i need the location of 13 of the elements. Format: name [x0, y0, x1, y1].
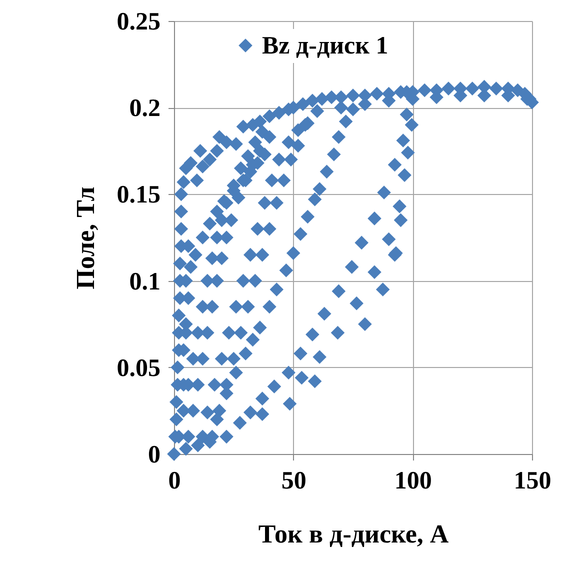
x-tick-label: 50: [281, 468, 306, 494]
y-tick-label: 0.15: [116, 182, 160, 209]
y-tick-label: 0.25: [116, 8, 160, 36]
x-axis-title: Ток в д-диске, А: [258, 520, 449, 548]
x-tick-label: 150: [514, 468, 552, 494]
y-tick-label: 0.2: [129, 95, 160, 122]
x-tick-label: 100: [394, 468, 432, 494]
y-tick-label: 0: [148, 442, 160, 468]
y-tick-label: 0.05: [116, 354, 160, 382]
x-tick-label: 0: [168, 468, 181, 494]
y-axis-title: Поле, Тл: [70, 186, 100, 290]
y-tick-label: 0.1: [129, 268, 160, 296]
legend-label: Bz д-диск 1: [262, 32, 388, 60]
